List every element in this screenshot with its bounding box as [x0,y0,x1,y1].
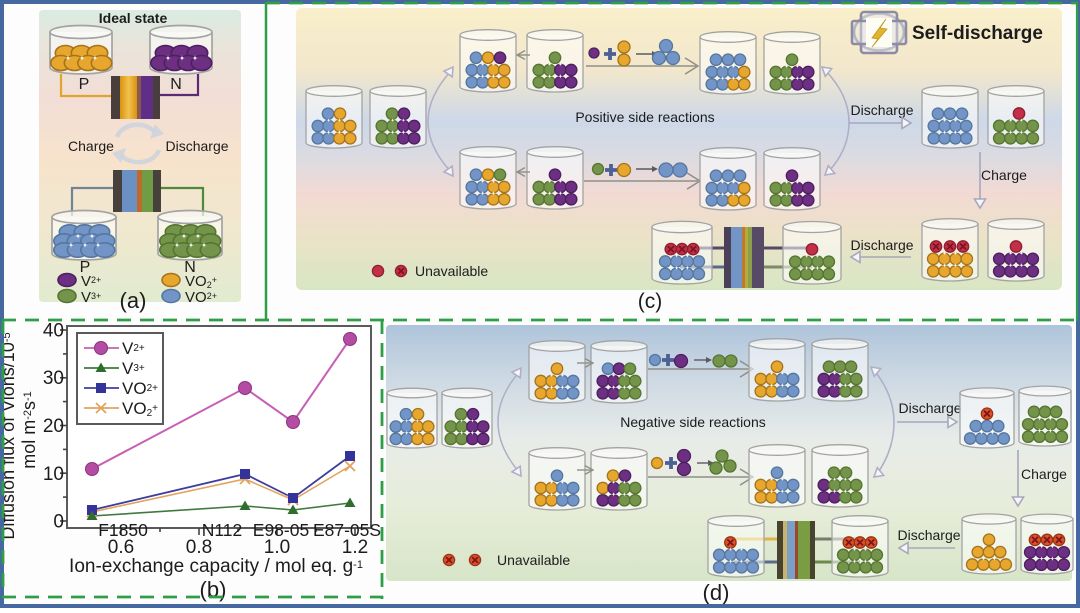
svg-text:Charge: Charge [981,167,1027,183]
svg-text:(c): (c) [638,290,663,313]
svg-text:Discharge: Discharge [165,138,228,154]
svg-text:Discharge: Discharge [897,527,960,543]
svg-text:40: 40 [43,321,64,342]
svg-text:30: 30 [43,368,64,389]
svg-text:mol m-2s-1: mol m-2s-1 [19,391,39,469]
svg-text:(a): (a) [120,288,147,313]
svg-text:N112: N112 [202,520,243,540]
svg-text:Diffusion flux of Vions/10-5: Diffusion flux of Vions/10-5 [0,332,18,539]
svg-text:Self-discharge: Self-discharge [912,23,1043,44]
svg-text:Negative side reactions: Negative side reactions [620,414,766,430]
svg-text:E87-05S: E87-05S [313,520,381,540]
svg-text:Unavailable: Unavailable [415,263,488,279]
svg-text:0.6: 0.6 [108,537,134,558]
svg-text:V3+: V3+ [122,359,145,378]
svg-text:10: 10 [43,464,64,485]
svg-text:Positive side reactions: Positive side reactions [575,109,714,125]
svg-text:0: 0 [53,512,64,533]
svg-text:F1850: F1850 [98,520,148,540]
svg-text:Discharge: Discharge [898,400,961,416]
svg-text:0.8: 0.8 [186,537,212,558]
svg-text:(d): (d) [703,580,730,605]
svg-text:Discharge: Discharge [850,237,913,253]
svg-text:P: P [80,259,91,276]
svg-text:Unavailable: Unavailable [497,552,570,568]
svg-text:Ion-exchange capacity / mol eq: Ion-exchange capacity / mol eq. g-1 [69,556,363,577]
svg-text:1.2: 1.2 [342,537,368,558]
svg-text:VO2+: VO2+ [122,379,158,398]
svg-text:V2+: V2+ [122,339,145,358]
svg-text:P: P [79,76,90,93]
svg-text:N: N [184,259,196,276]
svg-text:Discharge: Discharge [850,102,913,118]
svg-text:Charge: Charge [68,138,114,154]
svg-text:E98-05: E98-05 [253,520,309,540]
svg-text:Ideal state: Ideal state [99,10,168,26]
svg-text:20: 20 [43,416,64,437]
svg-text:Charge: Charge [1021,466,1067,482]
svg-text:1.0: 1.0 [264,537,290,558]
svg-text:N: N [170,76,182,93]
